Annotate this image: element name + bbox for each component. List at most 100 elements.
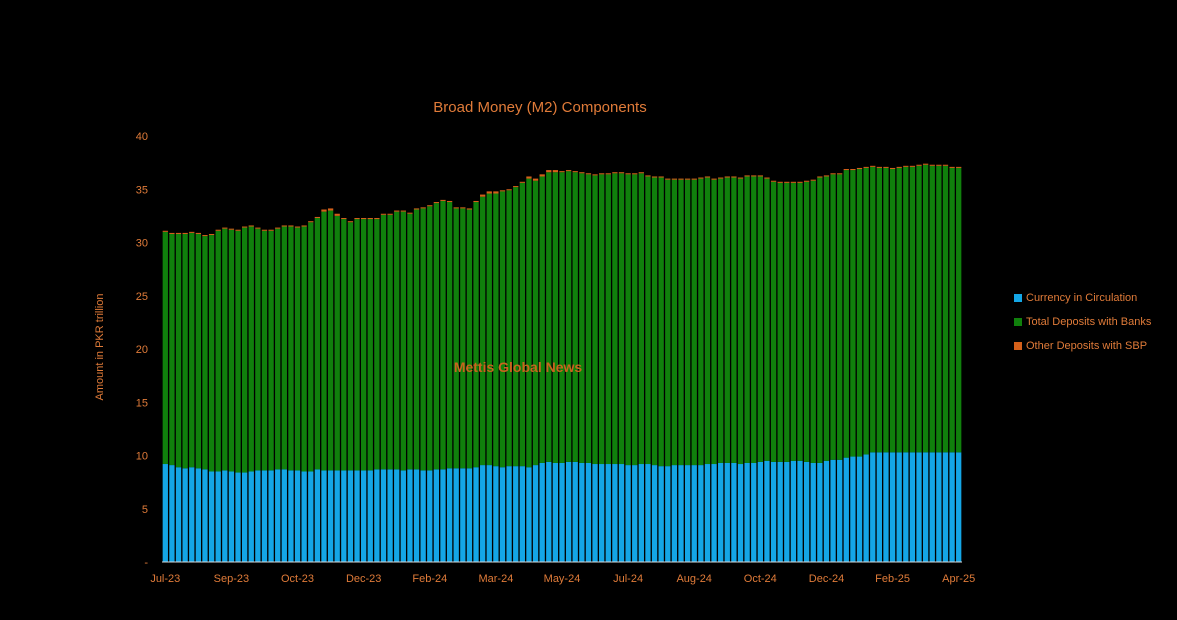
- bar-segment-s1-48: [480, 196, 486, 466]
- bar-segment-s1-7: [208, 235, 215, 472]
- bar-segment-s0-85: [724, 462, 730, 562]
- y-tick-label: -: [144, 557, 148, 569]
- bar-segment-s2-9: [222, 227, 228, 229]
- bar-segment-s1-36: [400, 211, 406, 471]
- bar-segment-s1-100: [823, 176, 830, 461]
- bar-segment-s0-0: [162, 464, 168, 562]
- bar-segment-s2-81: [698, 177, 704, 179]
- bar-segment-s2-67: [605, 173, 611, 175]
- bar-segment-s1-74: [651, 177, 658, 466]
- bar-segment-s0-8: [215, 471, 221, 562]
- bar-segment-s1-111: [896, 167, 902, 453]
- bar-segment-s0-70: [625, 465, 631, 562]
- legend-label: Total Deposits with Banks: [1026, 316, 1152, 328]
- bar-segment-s1-117: [936, 165, 942, 453]
- bar-segment-s2-34: [387, 213, 393, 215]
- bar-segment-s1-13: [248, 226, 254, 472]
- bar-segment-s0-82: [704, 464, 711, 562]
- bar-segment-s2-45: [460, 207, 466, 209]
- bar-segment-s1-87: [737, 178, 744, 465]
- bar-segment-s1-101: [830, 174, 836, 460]
- bar-segment-s0-64: [585, 462, 592, 562]
- bar-segment-s0-52: [506, 466, 512, 562]
- bar-segment-s0-66: [599, 464, 605, 562]
- bar-segment-s1-118: [942, 165, 949, 453]
- bar-segment-s1-16: [268, 230, 274, 471]
- y-axis-label: Amount in PKR trillion: [94, 294, 106, 401]
- bar-segment-s0-112: [903, 452, 909, 562]
- bar-segment-s0-74: [651, 465, 658, 562]
- bar-segment-s2-102: [837, 173, 843, 175]
- bar-segment-s2-108: [876, 166, 882, 168]
- bar-segment-s2-27: [341, 218, 347, 220]
- bar-segment-s2-69: [618, 172, 625, 174]
- bar-segment-s0-47: [473, 467, 479, 562]
- bar-segment-s1-86: [731, 177, 737, 463]
- bar-segment-s2-4: [189, 231, 195, 233]
- bar-segment-s0-21: [301, 471, 307, 562]
- bar-segment-s0-58: [546, 461, 552, 562]
- bar-segment-s0-27: [341, 470, 347, 562]
- bar-segment-s2-54: [519, 181, 525, 183]
- bar-segment-s2-55: [526, 176, 532, 179]
- bar-segment-s0-19: [288, 470, 294, 562]
- bar-segment-s0-69: [618, 464, 625, 562]
- x-tick-label: Dec-23: [346, 573, 381, 585]
- y-tick-label: 40: [136, 131, 148, 143]
- bar-segment-s1-41: [433, 203, 440, 470]
- bar-segment-s0-48: [480, 465, 486, 562]
- bar-segment-s1-11: [235, 230, 241, 473]
- bar-segment-s1-88: [744, 176, 750, 463]
- bar-segment-s2-80: [691, 178, 697, 180]
- bar-segment-s0-68: [612, 464, 618, 562]
- bar-segment-s1-51: [499, 191, 506, 468]
- bar-segment-s1-119: [949, 167, 955, 453]
- bar-segment-s1-76: [665, 179, 671, 467]
- bar-segment-s2-87: [737, 177, 744, 179]
- bar-segment-s0-98: [810, 462, 816, 562]
- bar-segment-s2-65: [592, 174, 598, 176]
- bar-segment-s0-45: [460, 468, 466, 562]
- bar-segment-s0-4: [189, 467, 195, 562]
- bar-segment-s1-29: [354, 219, 360, 471]
- bar-segment-s2-89: [751, 175, 757, 177]
- bar-segment-s2-82: [704, 176, 711, 178]
- bar-segment-s2-3: [182, 232, 188, 234]
- bar-segment-s2-119: [949, 166, 955, 168]
- bar-segment-s1-116: [929, 165, 935, 453]
- bar-segment-s0-49: [486, 465, 492, 562]
- bar-segment-s2-103: [843, 169, 849, 171]
- bar-segment-s0-79: [684, 465, 691, 562]
- bar-segment-s2-36: [400, 210, 406, 212]
- bar-segment-s2-111: [896, 166, 902, 168]
- bar-segment-s1-90: [757, 176, 763, 462]
- bar-segment-s2-24: [321, 209, 327, 212]
- bar-segment-s0-95: [790, 460, 797, 562]
- bar-segment-s1-115: [922, 164, 929, 453]
- bar-segment-s1-92: [770, 181, 777, 462]
- bar-segment-s2-60: [559, 171, 565, 173]
- bar-segment-s0-86: [731, 462, 737, 562]
- bar-segment-s1-72: [638, 173, 644, 465]
- bar-segment-s0-51: [499, 467, 506, 562]
- bar-segment-s0-71: [632, 465, 638, 562]
- bar-segment-s2-19: [288, 225, 294, 227]
- bar-segment-s1-34: [387, 214, 393, 470]
- bar-segment-s2-2: [175, 232, 182, 234]
- bar-segment-s1-109: [883, 167, 889, 453]
- bar-segment-s2-78: [678, 178, 684, 180]
- bar-group: [162, 163, 962, 562]
- bar-segment-s1-81: [698, 178, 704, 466]
- x-axis-ticks: Jul-23 Sep-23 Oct-23 Dec-23 Feb-24 Mar-24 May-…: [150, 573, 975, 585]
- legend-item-1: Total Deposits with Banks: [1014, 310, 1151, 334]
- bar-segment-s0-54: [519, 466, 525, 562]
- bar-segment-s2-32: [374, 218, 380, 220]
- bar-segment-s0-78: [678, 465, 684, 562]
- bar-segment-s1-95: [790, 182, 797, 461]
- bar-segment-s2-83: [711, 178, 717, 180]
- bar-segment-s2-10: [228, 228, 235, 230]
- watermark-text: Mettis Global News: [454, 359, 583, 375]
- bar-segment-s1-57: [539, 176, 545, 463]
- legend-swatch: [1014, 342, 1022, 350]
- bar-segment-s1-19: [288, 226, 294, 471]
